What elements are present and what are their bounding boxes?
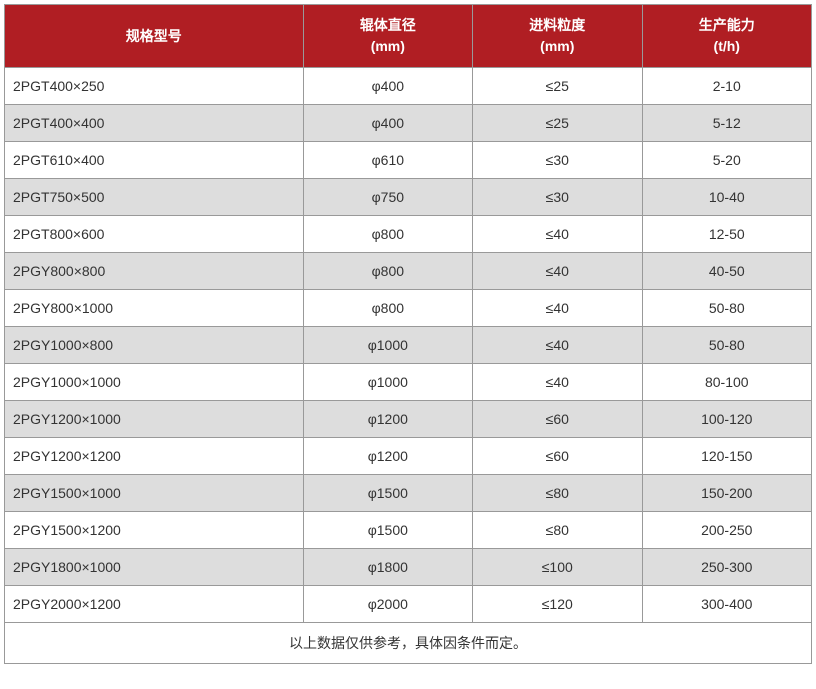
table-row: 2PGY1500×1200φ1500≤80200-250 bbox=[5, 512, 812, 549]
cell-model: 2PGY800×1000 bbox=[5, 290, 304, 327]
cell-diameter: φ800 bbox=[303, 253, 472, 290]
table-row: 2PGT610×400φ610≤305-20 bbox=[5, 142, 812, 179]
cell-model: 2PGY1000×1000 bbox=[5, 364, 304, 401]
cell-capacity: 10-40 bbox=[642, 179, 811, 216]
cell-capacity: 40-50 bbox=[642, 253, 811, 290]
cell-feed: ≤120 bbox=[473, 586, 642, 623]
spec-table-container: 规格型号 辊体直径 (mm) 进料粒度 (mm) 生产能力 (t/h) 2PGT… bbox=[4, 4, 812, 664]
table-row: 2PGT400×250φ400≤252-10 bbox=[5, 68, 812, 105]
table-row: 2PGY1500×1000φ1500≤80150-200 bbox=[5, 475, 812, 512]
cell-model: 2PGT750×500 bbox=[5, 179, 304, 216]
cell-diameter: φ1500 bbox=[303, 475, 472, 512]
cell-capacity: 120-150 bbox=[642, 438, 811, 475]
cell-feed: ≤80 bbox=[473, 475, 642, 512]
table-row: 2PGY1200×1200φ1200≤60120-150 bbox=[5, 438, 812, 475]
cell-diameter: φ1000 bbox=[303, 327, 472, 364]
cell-model: 2PGY1200×1200 bbox=[5, 438, 304, 475]
cell-diameter: φ800 bbox=[303, 290, 472, 327]
header-feed: 进料粒度 (mm) bbox=[473, 5, 642, 68]
cell-feed: ≤40 bbox=[473, 327, 642, 364]
cell-capacity: 300-400 bbox=[642, 586, 811, 623]
header-model-line1: 规格型号 bbox=[126, 28, 182, 44]
cell-capacity: 200-250 bbox=[642, 512, 811, 549]
cell-model: 2PGT800×600 bbox=[5, 216, 304, 253]
cell-capacity: 50-80 bbox=[642, 290, 811, 327]
cell-capacity: 5-12 bbox=[642, 105, 811, 142]
cell-feed: ≤40 bbox=[473, 216, 642, 253]
cell-feed: ≤60 bbox=[473, 401, 642, 438]
cell-feed: ≤30 bbox=[473, 179, 642, 216]
spec-table: 规格型号 辊体直径 (mm) 进料粒度 (mm) 生产能力 (t/h) 2PGT… bbox=[4, 4, 812, 664]
cell-diameter: φ1800 bbox=[303, 549, 472, 586]
cell-capacity: 80-100 bbox=[642, 364, 811, 401]
table-row: 2PGY1200×1000φ1200≤60100-120 bbox=[5, 401, 812, 438]
table-body: 2PGT400×250φ400≤252-102PGT400×400φ400≤25… bbox=[5, 68, 812, 623]
cell-feed: ≤25 bbox=[473, 68, 642, 105]
cell-feed: ≤40 bbox=[473, 253, 642, 290]
cell-diameter: φ610 bbox=[303, 142, 472, 179]
cell-diameter: φ1500 bbox=[303, 512, 472, 549]
header-diameter-line2: (mm) bbox=[371, 38, 405, 54]
cell-model: 2PGY1800×1000 bbox=[5, 549, 304, 586]
cell-diameter: φ1200 bbox=[303, 401, 472, 438]
cell-diameter: φ2000 bbox=[303, 586, 472, 623]
table-row: 2PGY800×800φ800≤4040-50 bbox=[5, 253, 812, 290]
cell-model: 2PGY2000×1200 bbox=[5, 586, 304, 623]
cell-capacity: 12-50 bbox=[642, 216, 811, 253]
table-row: 2PGY800×1000φ800≤4050-80 bbox=[5, 290, 812, 327]
cell-feed: ≤40 bbox=[473, 290, 642, 327]
cell-model: 2PGT610×400 bbox=[5, 142, 304, 179]
cell-feed: ≤25 bbox=[473, 105, 642, 142]
cell-model: 2PGT400×250 bbox=[5, 68, 304, 105]
header-row: 规格型号 辊体直径 (mm) 进料粒度 (mm) 生产能力 (t/h) bbox=[5, 5, 812, 68]
header-capacity-line2: (t/h) bbox=[714, 38, 740, 54]
header-model: 规格型号 bbox=[5, 5, 304, 68]
header-capacity: 生产能力 (t/h) bbox=[642, 5, 811, 68]
cell-feed: ≤80 bbox=[473, 512, 642, 549]
header-diameter-line1: 辊体直径 bbox=[360, 17, 416, 33]
header-capacity-line1: 生产能力 bbox=[699, 17, 755, 33]
cell-capacity: 100-120 bbox=[642, 401, 811, 438]
table-footer: 以上数据仅供参考，具体因条件而定。 bbox=[5, 623, 812, 664]
cell-model: 2PGT400×400 bbox=[5, 105, 304, 142]
footer-note: 以上数据仅供参考，具体因条件而定。 bbox=[5, 623, 812, 664]
cell-model: 2PGY1500×1200 bbox=[5, 512, 304, 549]
cell-model: 2PGY1000×800 bbox=[5, 327, 304, 364]
cell-feed: ≤30 bbox=[473, 142, 642, 179]
table-row: 2PGY1000×800φ1000≤4050-80 bbox=[5, 327, 812, 364]
cell-diameter: φ400 bbox=[303, 105, 472, 142]
cell-diameter: φ400 bbox=[303, 68, 472, 105]
header-feed-line2: (mm) bbox=[540, 38, 574, 54]
cell-capacity: 250-300 bbox=[642, 549, 811, 586]
cell-feed: ≤40 bbox=[473, 364, 642, 401]
table-row: 2PGY2000×1200φ2000≤120300-400 bbox=[5, 586, 812, 623]
header-feed-line1: 进料粒度 bbox=[529, 17, 585, 33]
cell-capacity: 50-80 bbox=[642, 327, 811, 364]
cell-diameter: φ1000 bbox=[303, 364, 472, 401]
header-diameter: 辊体直径 (mm) bbox=[303, 5, 472, 68]
footer-row: 以上数据仅供参考，具体因条件而定。 bbox=[5, 623, 812, 664]
cell-model: 2PGY1500×1000 bbox=[5, 475, 304, 512]
cell-model: 2PGY800×800 bbox=[5, 253, 304, 290]
cell-capacity: 5-20 bbox=[642, 142, 811, 179]
cell-capacity: 150-200 bbox=[642, 475, 811, 512]
table-row: 2PGY1800×1000φ1800≤100250-300 bbox=[5, 549, 812, 586]
cell-diameter: φ750 bbox=[303, 179, 472, 216]
table-row: 2PGT750×500φ750≤3010-40 bbox=[5, 179, 812, 216]
cell-feed: ≤60 bbox=[473, 438, 642, 475]
cell-model: 2PGY1200×1000 bbox=[5, 401, 304, 438]
table-row: 2PGT800×600φ800≤4012-50 bbox=[5, 216, 812, 253]
table-row: 2PGY1000×1000φ1000≤4080-100 bbox=[5, 364, 812, 401]
table-header: 规格型号 辊体直径 (mm) 进料粒度 (mm) 生产能力 (t/h) bbox=[5, 5, 812, 68]
cell-diameter: φ1200 bbox=[303, 438, 472, 475]
cell-diameter: φ800 bbox=[303, 216, 472, 253]
cell-capacity: 2-10 bbox=[642, 68, 811, 105]
table-row: 2PGT400×400φ400≤255-12 bbox=[5, 105, 812, 142]
cell-feed: ≤100 bbox=[473, 549, 642, 586]
